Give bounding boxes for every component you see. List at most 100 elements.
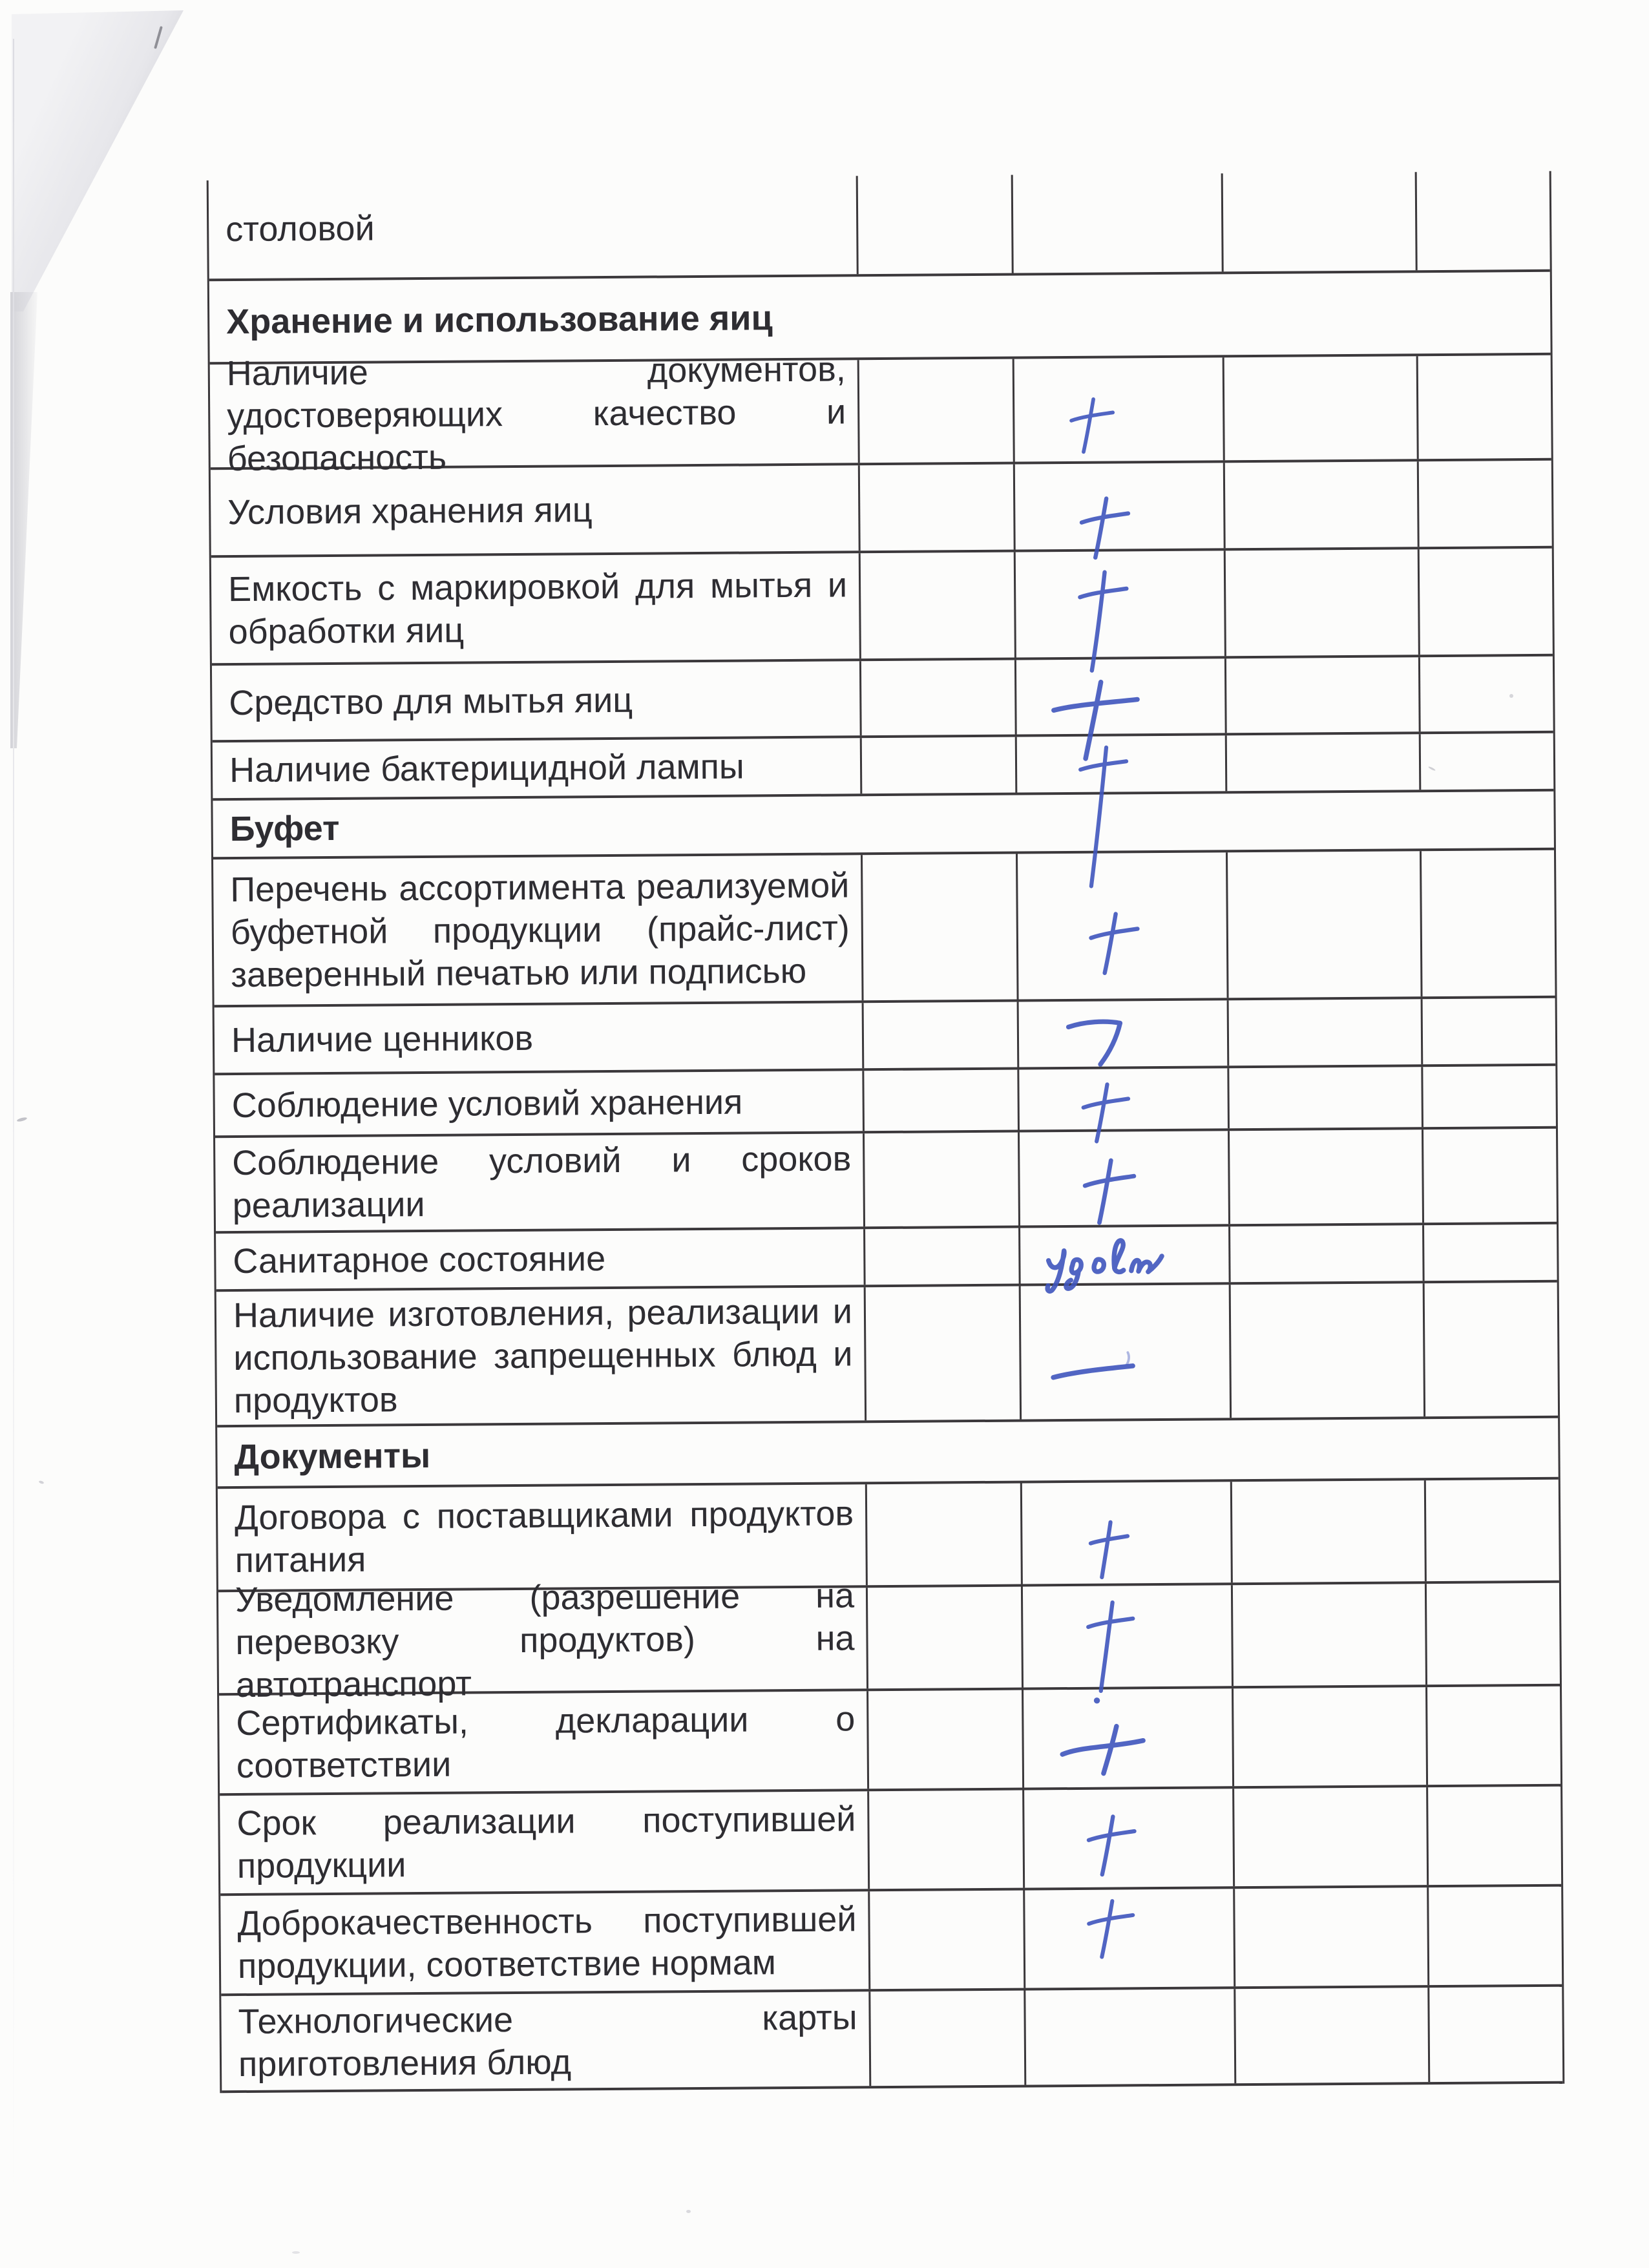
row-label-cell: Емкость с маркировкой для мытья и обрабо… (211, 553, 861, 664)
empty-cell (1232, 1480, 1427, 1583)
mark-cell (1018, 1000, 1230, 1067)
empty-cell (869, 1790, 1025, 1889)
page-edge-shadow-artifact (10, 292, 37, 748)
row-label-cell: Соблюдение условий хранения (215, 1071, 865, 1136)
empty-cell (1429, 1887, 1562, 1985)
section-title: Документы (234, 1436, 431, 1476)
empty-cell (870, 1990, 1027, 2086)
empty-cell (865, 1132, 1021, 1227)
empty-cell (1429, 1987, 1562, 2082)
empty-cell (1235, 1988, 1431, 2084)
table-row: Условия хранения яиц (210, 460, 1552, 560)
empty-cell (863, 854, 1019, 1001)
handwritten-check-mark (1057, 1717, 1148, 1785)
scan-speck-artifact (38, 1480, 45, 1485)
row-label: Условия хранения яиц (227, 490, 593, 532)
inspection-table: столовой Хранение и использование яиц Нали… (206, 171, 1565, 2094)
empty-cell (1426, 1480, 1559, 1581)
row-label: Уведомление (разрешение на перевозку про… (235, 1576, 855, 1705)
row-label-cell: Наличие изготовления, реализации и испол… (216, 1287, 867, 1425)
empty-cell (860, 552, 1016, 659)
empty-cell (864, 1069, 1020, 1131)
row-label-cell: Средство для мытья яиц (211, 661, 862, 740)
table-row: Средство для мытья яиц (211, 656, 1553, 761)
handwritten-check-mark (1078, 1896, 1147, 1960)
scan-speck-artifact (16, 1117, 28, 1122)
empty-cell (861, 737, 1018, 794)
empty-cell (1423, 1066, 1556, 1127)
table-row: Договора с поставщиками продуктов питани… (217, 1479, 1559, 1593)
mark-cell (1016, 658, 1227, 761)
empty-cell (1224, 356, 1419, 461)
mark-cell (1019, 1068, 1230, 1144)
empty-cell (1227, 851, 1423, 998)
mark-cell (1013, 173, 1224, 273)
mark-cell (1014, 357, 1225, 462)
empty-cell (1224, 461, 1420, 549)
empty-cell (1225, 549, 1420, 656)
row-label-cell: Санитарное состояние (216, 1229, 866, 1290)
row-label-cell: Наличие бактерицидной лампы (212, 738, 863, 799)
table-row: Наличие изготовления, реализации и испол… (216, 1282, 1559, 1428)
empty-cell (1427, 1686, 1560, 1785)
row-label-cell: столовой (208, 176, 859, 279)
mark-cell (1024, 1789, 1235, 1888)
mark-cell (1020, 1285, 1232, 1420)
table-row: Сертификаты, декларации о соответствии (219, 1686, 1561, 1796)
page-edge-line-artifact (13, 39, 14, 2223)
row-label-cell: Срок реализации поступившей продукции (220, 1791, 870, 1894)
row-label: Наличие бактерицидной лампы (229, 747, 744, 790)
empty-cell (861, 660, 1017, 736)
handwritten-check-mark (1073, 1155, 1150, 1226)
row-label: Договора с поставщиками продуктов питани… (234, 1494, 854, 1580)
empty-cell (1226, 734, 1422, 792)
mark-cell (1015, 551, 1226, 673)
empty-cell (1229, 1067, 1423, 1129)
scan-speck-artifact (292, 2251, 300, 2254)
row-label-cell: Уведомление (разрешение на перевозку про… (218, 1576, 869, 1705)
empty-cell (1223, 172, 1418, 272)
empty-cell (863, 1002, 1020, 1069)
row-label-cell: Соблюдение условий и сроков реализации (215, 1133, 866, 1232)
empty-cell (867, 1483, 1023, 1586)
row-label: Наличие ценников (231, 1018, 534, 1060)
mark-cell (1024, 1688, 1235, 1788)
empty-cell (865, 1286, 1022, 1421)
empty-cell (1234, 1787, 1429, 1887)
empty-cell (1226, 657, 1421, 733)
table-row: Срок реализации поступившей продукции (220, 1786, 1562, 1896)
mark-cell (1025, 1989, 1237, 2085)
empty-cell (1423, 1129, 1557, 1223)
row-label-cell: Сертификаты, декларации о соответствии (219, 1691, 870, 1794)
section-row: Документы (217, 1418, 1559, 1489)
section-row: Буфет (213, 791, 1554, 860)
empty-cell (1422, 850, 1555, 996)
empty-cell (857, 174, 1014, 275)
empty-cell (1420, 549, 1553, 655)
empty-cell (868, 1690, 1025, 1789)
table-row: столовой (208, 171, 1550, 282)
mark-cell (1022, 1482, 1233, 1584)
row-label: столовой (226, 209, 375, 249)
mark-cell (1020, 1131, 1231, 1226)
table-row: Уведомление (разрешение на перевозку про… (218, 1576, 1560, 1705)
table-row: Перечень ассортимента реализуемой буфетн… (213, 850, 1555, 1008)
empty-cell (1228, 999, 1423, 1066)
table-row: Наличие документов, удостоверяющих качес… (209, 350, 1551, 478)
empty-cell (865, 1228, 1021, 1285)
handwritten-dash-mark (1047, 1349, 1139, 1392)
row-label: Наличие изготовления, реализации и испол… (233, 1292, 853, 1421)
empty-cell (859, 464, 1016, 551)
empty-cell (867, 1586, 1024, 1689)
row-label: Средство для мытья яиц (229, 680, 633, 722)
row-label: Технологические карты приготовления блюд (238, 1998, 857, 2084)
row-label: Доброкачественность поступившей продукци… (237, 1899, 857, 1986)
page-corner-fold-artifact (12, 10, 184, 311)
row-label-cell: Перечень ассортимента реализуемой буфетн… (213, 855, 864, 1005)
table-row: Наличие ценников (214, 998, 1556, 1076)
mark-cell (1022, 1585, 1234, 1704)
row-label: Соблюдение условий хранения (231, 1082, 743, 1125)
empty-cell (1421, 733, 1554, 790)
empty-cell (1230, 1225, 1425, 1283)
